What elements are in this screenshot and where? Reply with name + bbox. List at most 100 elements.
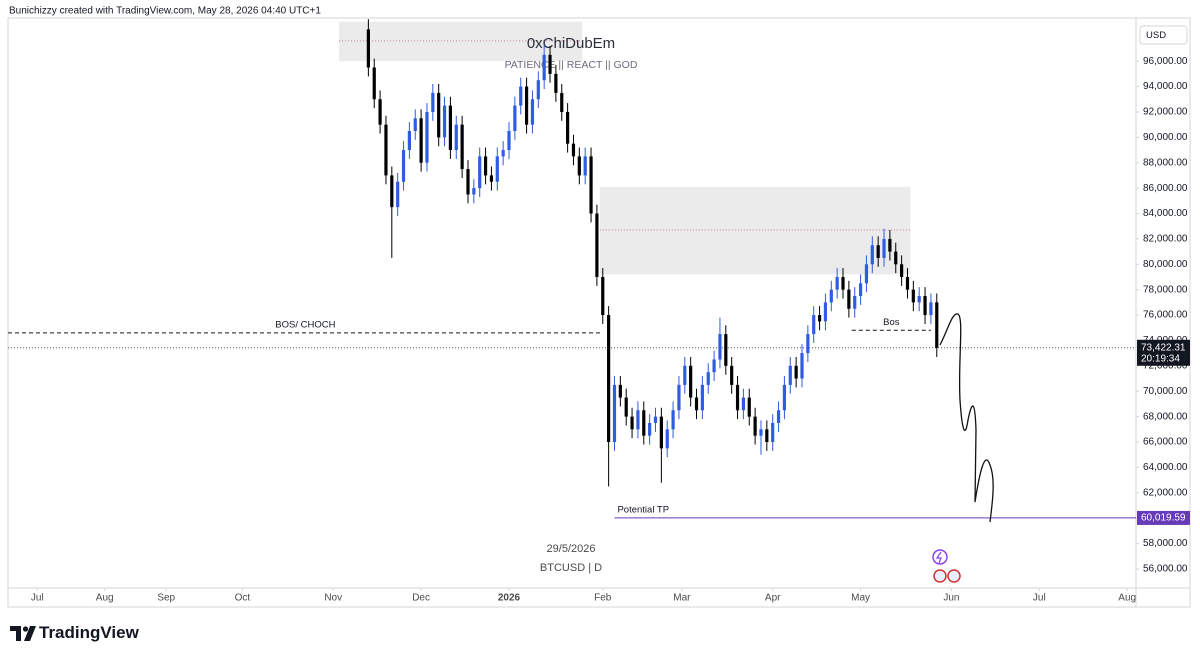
candle-body — [431, 92, 435, 112]
x-tick-label: Sep — [157, 593, 175, 604]
candle-body — [425, 111, 429, 163]
y-tick-label: 62,000.00 — [1143, 487, 1188, 498]
candle-body — [706, 372, 710, 385]
watermark-date: 29/5/2026 — [547, 543, 596, 555]
candle-body — [905, 276, 910, 290]
candle-body — [366, 29, 370, 68]
structure-label: BOS/ CHOCH — [275, 319, 335, 330]
candle-body — [700, 384, 704, 411]
watermark-symbol: BTCUSD | D — [540, 562, 602, 574]
plot: BOS/ CHOCH Bos Potential TP — [8, 19, 1136, 519]
y-tick-label: 90,000.00 — [1143, 132, 1188, 143]
candle-body — [800, 353, 804, 379]
event-flag[interactable] — [933, 569, 947, 583]
y-tick-label: 68,000.00 — [1143, 411, 1188, 422]
candle-body — [835, 276, 839, 290]
candle-body — [624, 397, 628, 417]
candle-body — [935, 302, 939, 348]
projection-sketch — [939, 313, 994, 523]
candle-body — [841, 276, 845, 290]
candle-body — [653, 416, 658, 423]
candle-body — [413, 118, 417, 131]
header: Bunichizzy created with TradingView.com,… — [9, 6, 321, 17]
candle-body — [630, 416, 634, 430]
candle-body — [894, 251, 898, 265]
candle-body — [923, 296, 927, 316]
candle-body — [519, 86, 523, 106]
candle-body — [730, 365, 734, 385]
candle-body — [747, 397, 751, 417]
candle-body — [390, 175, 394, 208]
candle-body — [694, 397, 699, 411]
candle-body — [513, 105, 517, 131]
candle-body — [378, 99, 382, 125]
x-tick-label: Nov — [324, 593, 342, 604]
candle-body — [741, 397, 745, 411]
candle-body — [612, 384, 617, 443]
candle-body — [577, 156, 581, 176]
candle-body — [823, 302, 828, 322]
y-tick-label: 88,000.00 — [1143, 157, 1188, 168]
candle-body — [589, 156, 593, 214]
candle-body — [659, 416, 663, 449]
x-tick-label: Feb — [594, 593, 612, 604]
y-tick-label: 58,000.00 — [1143, 538, 1188, 549]
candle-body — [683, 365, 687, 385]
candle-body — [765, 429, 769, 443]
candle-body — [384, 124, 388, 176]
candle-body — [677, 384, 681, 411]
y-tick-label: 76,000.00 — [1143, 310, 1188, 321]
y-tick-label: 96,000.00 — [1143, 56, 1188, 67]
candle-body — [911, 289, 915, 303]
candle-body — [806, 334, 810, 354]
event-icon[interactable] — [932, 549, 948, 565]
brand-logo — [10, 626, 36, 641]
candle-body — [712, 359, 716, 373]
last-price-label: 73,422.31 — [1141, 342, 1186, 353]
candle-body — [870, 245, 874, 265]
candle-body — [507, 130, 511, 151]
candle-body — [489, 175, 494, 182]
candle-body — [817, 315, 822, 322]
supply-zone — [339, 21, 583, 62]
candle-body — [771, 422, 775, 443]
candle-body — [776, 410, 781, 423]
candle-body — [448, 105, 453, 151]
event-flag[interactable] — [947, 569, 961, 583]
x-tick-label: Mar — [673, 593, 691, 604]
last-price-tag — [1137, 339, 1190, 366]
candle-body — [607, 315, 611, 443]
candle-body — [888, 238, 892, 252]
target-price-label: 60,019.59 — [1141, 513, 1186, 524]
candle-body — [401, 150, 406, 182]
brand-logo-dot — [22, 626, 29, 632]
watermark-title: 0xChiDubEm — [527, 35, 615, 52]
candle-body — [536, 80, 540, 100]
candle-body — [812, 315, 816, 335]
candle-body — [829, 289, 833, 303]
x-tick-label: Dec — [412, 593, 430, 604]
target-label: Potential TP — [617, 504, 669, 515]
candle-body — [917, 296, 921, 303]
event-icon-bolt — [935, 551, 942, 564]
candle-body — [648, 422, 652, 436]
x-tick-label: Jul — [31, 593, 44, 604]
x-tick-label: Apr — [765, 593, 781, 604]
candle-body — [495, 156, 499, 182]
currency-box[interactable] — [1139, 25, 1188, 45]
candle-body — [900, 264, 904, 277]
x-tick-label: 2026 — [498, 593, 521, 604]
candle-body — [566, 111, 570, 144]
candle-body — [782, 384, 787, 411]
candle-body — [718, 334, 722, 360]
candle-body — [853, 296, 857, 309]
x-tick-label: Oct — [235, 593, 251, 604]
candle-body — [548, 54, 552, 74]
candle-body — [583, 156, 587, 176]
candle-body — [864, 264, 869, 284]
candle-body — [542, 54, 546, 81]
candle-body — [454, 124, 458, 151]
candle-body — [530, 99, 535, 125]
candle-body — [724, 334, 728, 366]
candle-body — [478, 156, 482, 189]
